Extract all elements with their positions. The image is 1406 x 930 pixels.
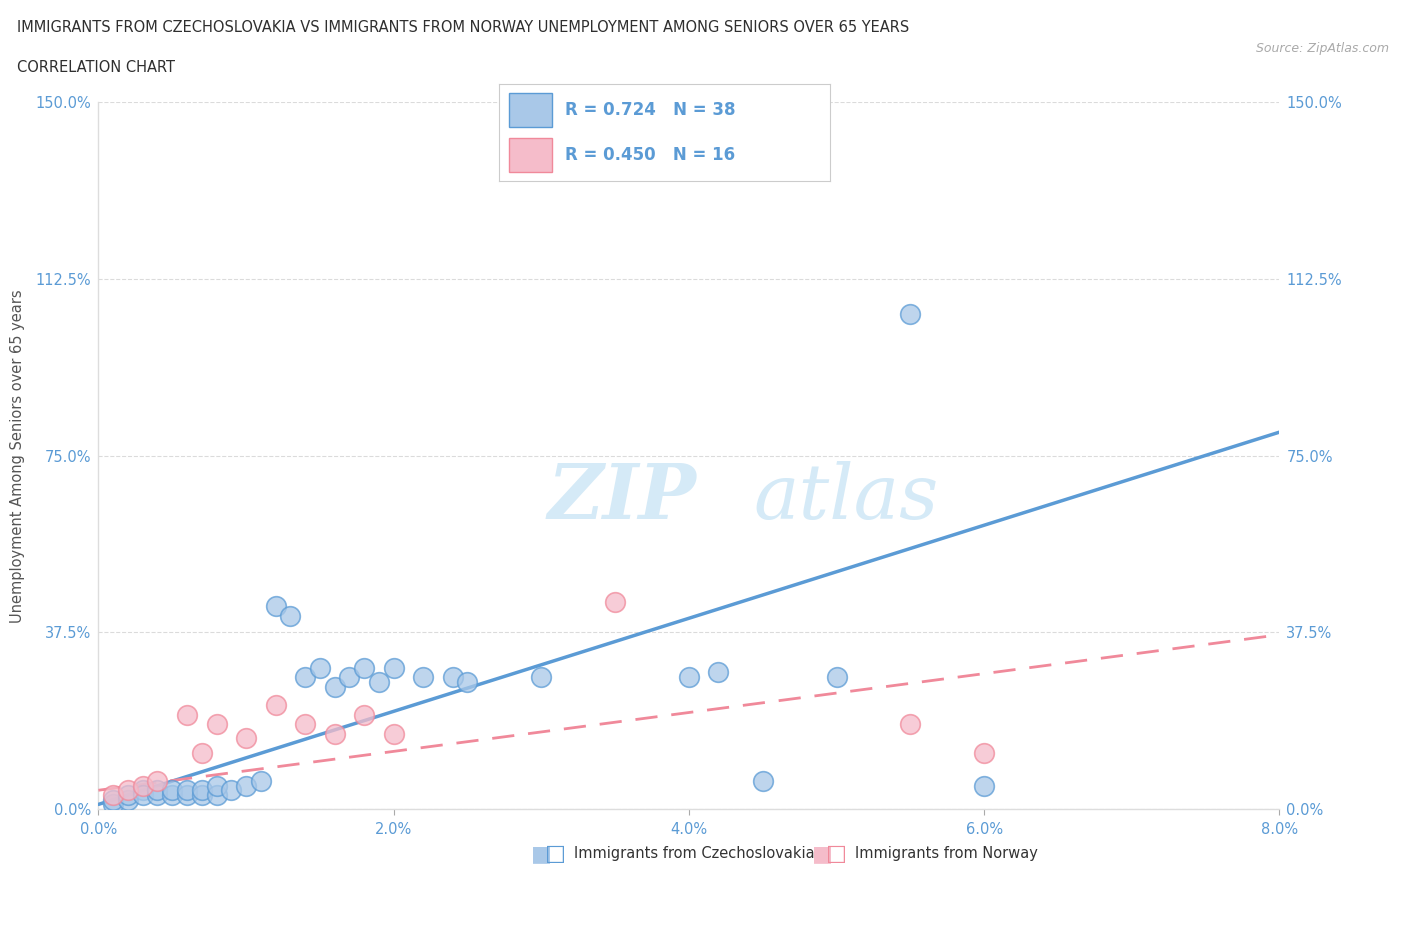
Point bbox=[176, 783, 198, 798]
Text: Immigrants from Norway: Immigrants from Norway bbox=[855, 846, 1038, 861]
Point bbox=[264, 698, 287, 713]
Point bbox=[117, 792, 139, 807]
Text: IMMIGRANTS FROM CZECHOSLOVAKIA VS IMMIGRANTS FROM NORWAY UNEMPLOYMENT AMONG SENI: IMMIGRANTS FROM CZECHOSLOVAKIA VS IMMIGR… bbox=[17, 20, 910, 35]
Text: ■: ■ bbox=[531, 844, 551, 865]
Point bbox=[353, 660, 375, 675]
Point bbox=[530, 670, 553, 684]
Point bbox=[441, 670, 464, 684]
Point bbox=[900, 717, 922, 732]
Point bbox=[605, 594, 627, 609]
Y-axis label: Unemployment Among Seniors over 65 years: Unemployment Among Seniors over 65 years bbox=[10, 289, 25, 622]
Point bbox=[250, 774, 273, 789]
Point bbox=[205, 717, 228, 732]
Point bbox=[337, 670, 360, 684]
Point bbox=[103, 792, 125, 807]
Text: atlas: atlas bbox=[754, 461, 939, 535]
Point bbox=[264, 599, 287, 614]
Point bbox=[353, 708, 375, 723]
Point bbox=[191, 788, 214, 803]
Point bbox=[117, 788, 139, 803]
Text: R = 0.724   N = 38: R = 0.724 N = 38 bbox=[565, 101, 735, 119]
Point bbox=[323, 726, 346, 741]
Point bbox=[219, 783, 242, 798]
Text: CORRELATION CHART: CORRELATION CHART bbox=[17, 60, 174, 75]
Point bbox=[117, 783, 139, 798]
Point bbox=[205, 788, 228, 803]
Point bbox=[294, 670, 316, 684]
Point bbox=[382, 660, 405, 675]
Point bbox=[278, 608, 302, 623]
FancyBboxPatch shape bbox=[509, 93, 553, 126]
Point bbox=[900, 307, 922, 322]
Text: Source: ZipAtlas.com: Source: ZipAtlas.com bbox=[1256, 42, 1389, 55]
Point bbox=[162, 788, 183, 803]
Point bbox=[456, 674, 478, 689]
Point bbox=[382, 726, 405, 741]
FancyBboxPatch shape bbox=[509, 139, 553, 172]
Point bbox=[176, 708, 198, 723]
Point bbox=[294, 717, 316, 732]
Point bbox=[235, 778, 257, 793]
Point bbox=[146, 788, 169, 803]
Text: ■: ■ bbox=[813, 844, 832, 865]
Point bbox=[191, 745, 214, 760]
Point bbox=[412, 670, 434, 684]
Text: ZIP: ZIP bbox=[547, 461, 696, 535]
Point bbox=[132, 778, 155, 793]
Point bbox=[146, 774, 169, 789]
Point bbox=[162, 783, 183, 798]
Point bbox=[205, 778, 228, 793]
Point bbox=[367, 674, 389, 689]
Text: □: □ bbox=[827, 844, 846, 865]
Point bbox=[132, 783, 155, 798]
Point bbox=[751, 774, 773, 789]
Point bbox=[308, 660, 332, 675]
Point bbox=[678, 670, 700, 684]
Point bbox=[191, 783, 214, 798]
Point bbox=[132, 788, 155, 803]
Point bbox=[235, 731, 257, 746]
Point bbox=[973, 778, 995, 793]
Text: R = 0.450   N = 16: R = 0.450 N = 16 bbox=[565, 146, 735, 164]
Point bbox=[146, 783, 169, 798]
Point bbox=[973, 745, 995, 760]
Text: □: □ bbox=[546, 844, 565, 865]
Point bbox=[825, 670, 848, 684]
Point bbox=[103, 797, 125, 812]
Point bbox=[103, 788, 125, 803]
Point bbox=[176, 788, 198, 803]
Point bbox=[707, 665, 730, 680]
Point bbox=[323, 679, 346, 694]
Text: Immigrants from Czechoslovakia: Immigrants from Czechoslovakia bbox=[574, 846, 814, 861]
